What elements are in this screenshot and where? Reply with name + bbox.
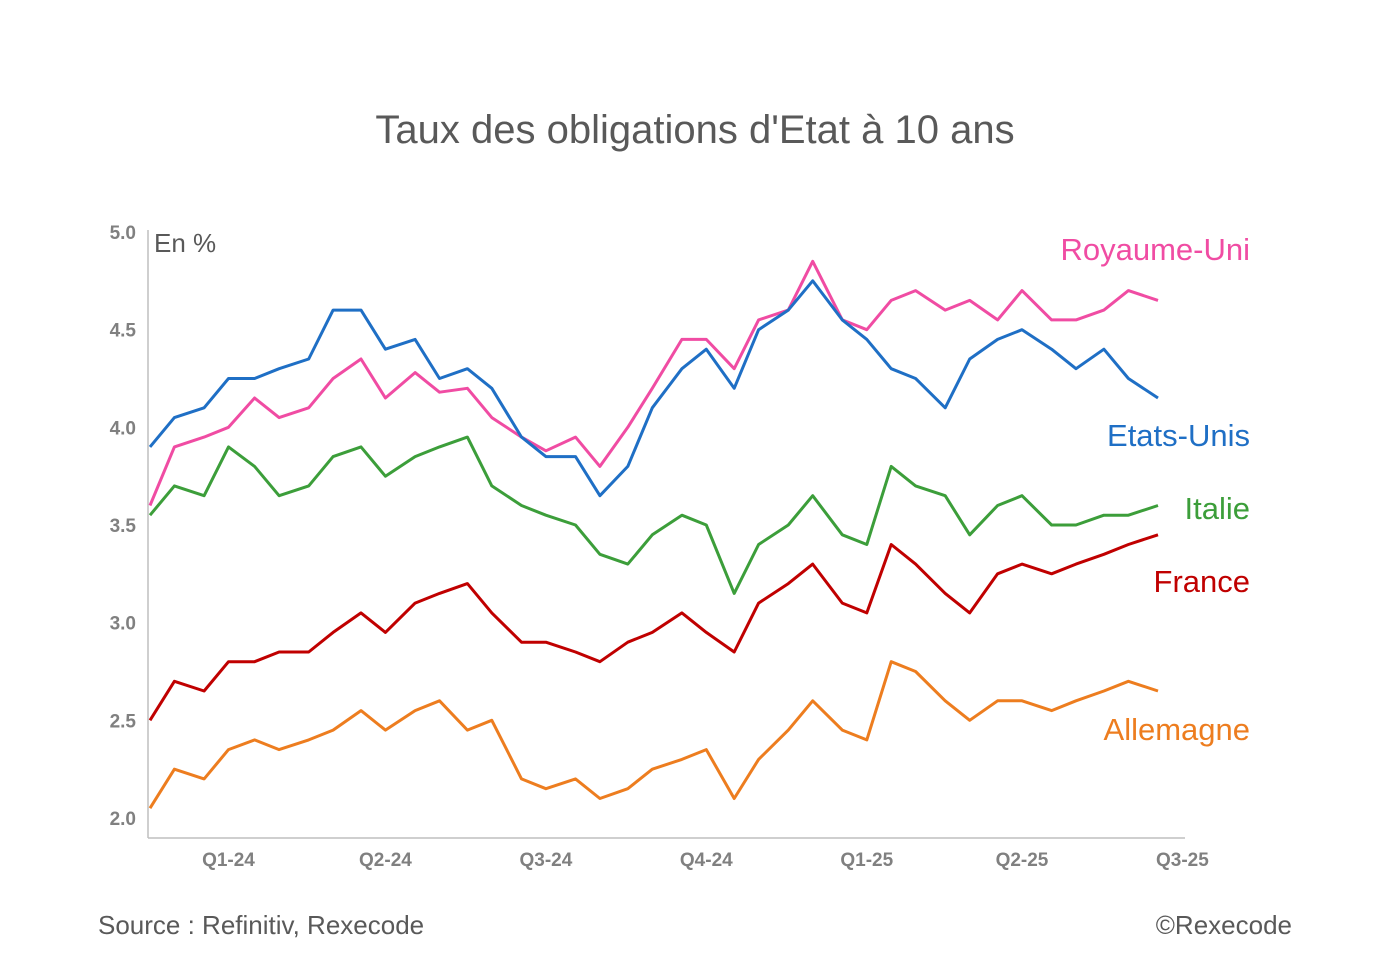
y-tick-label: 4.0 xyxy=(110,418,136,439)
series-label: Italie xyxy=(1185,491,1250,526)
x-tick-label: Q2-24 xyxy=(359,850,412,871)
x-tick-label: Q2-25 xyxy=(996,850,1049,871)
y-tick-label: 5.0 xyxy=(110,223,136,244)
copyright-note: ©Rexecode xyxy=(1155,910,1292,940)
series-line-allemagne xyxy=(148,660,1159,809)
x-tick-label: Q3-25 xyxy=(1156,850,1209,871)
y-tick-label: 2.0 xyxy=(110,809,136,830)
y-tick-label: 4.5 xyxy=(110,321,137,342)
x-tick-label: Q1-24 xyxy=(202,850,255,871)
chart-title: Taux des obligations d'Etat à 10 ans xyxy=(375,108,1015,152)
series-line-etats-unis xyxy=(148,279,1159,498)
series-label: France xyxy=(1154,564,1250,599)
axes xyxy=(147,230,1185,839)
source-note: Source : Refinitiv, Rexecode xyxy=(98,910,425,940)
x-tick-label: Q1-25 xyxy=(840,850,893,871)
series-labels: Royaume-Uni Etats-Unis Italie France Allemag… xyxy=(1060,232,1250,747)
series-label: Allemagne xyxy=(1104,712,1250,747)
x-tick-label: Q4-24 xyxy=(680,850,733,871)
y-tick-label: 3.5 xyxy=(110,516,137,537)
series-lines xyxy=(148,259,1159,809)
series-line-france xyxy=(148,533,1159,722)
y-tick-label: 2.5 xyxy=(110,711,137,732)
y-tick-label: 3.0 xyxy=(110,614,136,635)
series-line-royaume-uni xyxy=(148,259,1159,507)
series-label: Etats-Unis xyxy=(1107,418,1250,453)
x-tick-labels: Q1-24 Q2-24 Q3-24 Q4-24 Q1-25 Q2-25 Q3-25 xyxy=(202,850,1209,871)
y-tick-labels: 2.0 2.5 3.0 3.5 4.0 4.5 5.0 xyxy=(110,223,137,830)
x-tick-label: Q3-24 xyxy=(519,850,572,871)
series-line-italie xyxy=(148,435,1159,595)
unit-label: En % xyxy=(154,228,216,258)
series-label: Royaume-Uni xyxy=(1060,232,1250,267)
